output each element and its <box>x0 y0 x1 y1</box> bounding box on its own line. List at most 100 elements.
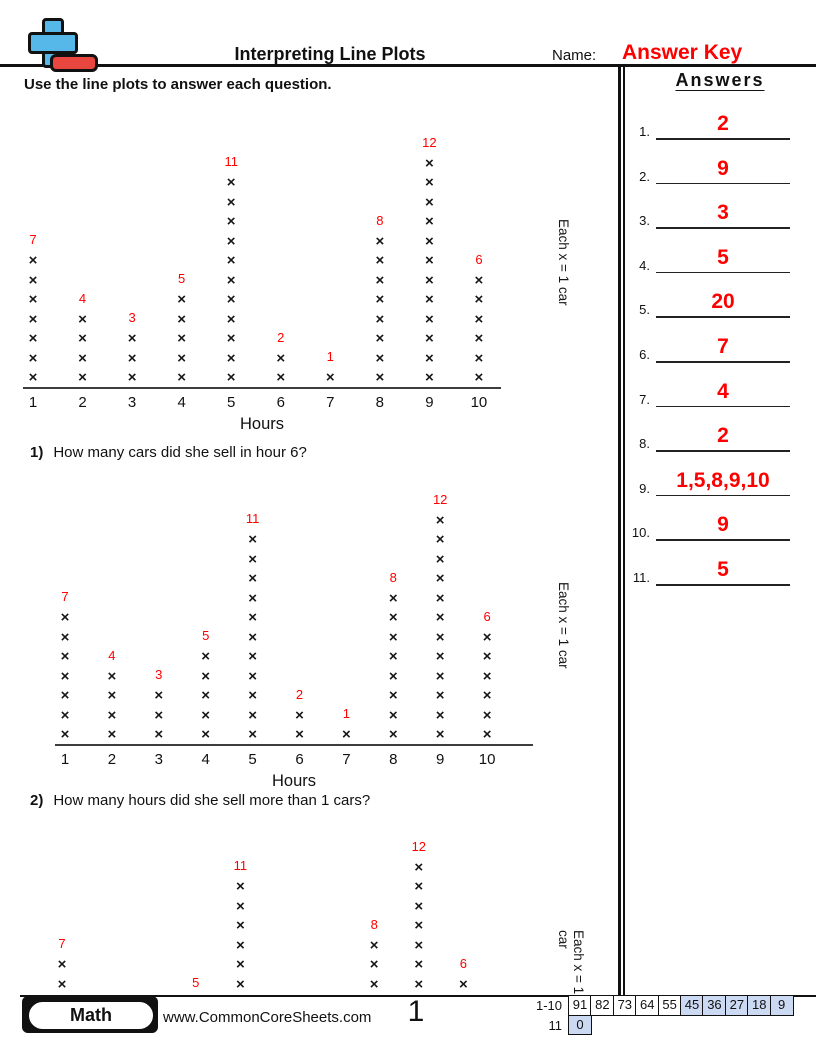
x-mark: × <box>388 628 398 646</box>
score-row-label: 11 <box>548 1017 563 1033</box>
plot-axis-line <box>55 744 533 747</box>
x-mark: × <box>375 310 385 328</box>
answer-value: 5 <box>717 245 729 269</box>
x-mark: × <box>236 878 245 895</box>
x-mark: × <box>28 349 38 367</box>
score-cell: 18 <box>747 995 772 1016</box>
x-mark: × <box>28 330 38 347</box>
x-mark: × <box>388 667 398 685</box>
website-url: www.CommonCoreSheets.com <box>163 1009 372 1026</box>
x-mark: × <box>375 271 385 289</box>
answer-value: 2 <box>717 424 729 448</box>
x-mark: × <box>226 232 236 250</box>
count-label: 5 <box>202 628 210 643</box>
count-label: 5 <box>178 271 186 286</box>
answer-number: 8. <box>639 436 650 452</box>
answer-number: 2. <box>639 168 650 184</box>
x-axis-tick-label: 8 <box>389 751 398 768</box>
x-mark: × <box>177 349 187 367</box>
x-axis-tick-label: 6 <box>276 394 285 411</box>
answer-blank-line <box>656 271 790 274</box>
count-label: 1 <box>326 349 334 364</box>
x-axis-tick-label: 4 <box>177 394 186 411</box>
x-mark: × <box>435 550 445 568</box>
x-mark: × <box>78 310 87 328</box>
answer-blank-line <box>656 182 790 185</box>
answer-blank-line <box>656 138 790 140</box>
x-mark: × <box>388 589 398 607</box>
x-mark: × <box>474 349 484 367</box>
x-axis-tick-label: 2 <box>107 751 117 768</box>
x-mark: × <box>248 550 257 568</box>
header-divider <box>0 64 816 67</box>
x-mark: × <box>425 232 434 250</box>
x-mark: × <box>425 193 434 211</box>
x-mark: × <box>57 956 67 973</box>
x-mark: × <box>482 726 492 743</box>
answer-blank-line <box>656 450 790 452</box>
answer-blank-line <box>656 405 790 408</box>
count-label: 6 <box>459 955 467 971</box>
count-label: 7 <box>58 936 66 951</box>
question-2-number: 2) <box>30 792 44 809</box>
x-mark: × <box>177 310 187 328</box>
count-label: 11 <box>245 511 260 526</box>
x-mark: × <box>236 975 245 993</box>
x-mark: × <box>60 706 70 724</box>
count-label: 2 <box>277 329 285 345</box>
x-mark: × <box>425 349 434 367</box>
x-mark: × <box>28 369 38 386</box>
x-mark: × <box>226 213 236 230</box>
score-cell: 73 <box>612 995 637 1016</box>
count-label: 11 <box>233 858 248 873</box>
x-mark: × <box>414 936 424 954</box>
x-mark: × <box>248 531 257 548</box>
name-label: Name: <box>552 47 597 64</box>
score-cell: 45 <box>680 995 705 1016</box>
x-mark: × <box>435 706 445 724</box>
x-mark: × <box>276 369 286 386</box>
x-mark: × <box>375 330 385 347</box>
x-mark: × <box>201 706 211 724</box>
x-mark: × <box>248 570 257 587</box>
x-mark: × <box>201 648 211 665</box>
score-row: 0 <box>568 1014 592 1036</box>
x-mark: × <box>474 330 484 347</box>
answer-value: 9 <box>717 156 729 180</box>
x-mark: × <box>425 330 434 347</box>
x-mark: × <box>248 589 257 607</box>
x-mark: × <box>248 687 257 704</box>
x-mark: × <box>60 609 70 626</box>
x-mark: × <box>226 252 236 269</box>
x-mark: × <box>482 628 492 646</box>
x-axis-tick-label: 10 <box>470 394 488 411</box>
count-label: 3 <box>155 667 163 682</box>
score-cell: 82 <box>590 995 615 1016</box>
answer-value: 5 <box>717 558 729 581</box>
x-mark: × <box>435 648 445 665</box>
x-mark: × <box>107 706 117 724</box>
x-mark: × <box>342 726 351 743</box>
x-mark: × <box>414 956 424 973</box>
instructions-text: Use the line plots to answer each questi… <box>24 76 332 93</box>
count-label: 2 <box>295 686 304 702</box>
x-mark: × <box>201 687 211 704</box>
x-mark: × <box>226 349 236 367</box>
answer-number: 9. <box>639 480 650 496</box>
x-mark: × <box>57 975 67 993</box>
x-mark: × <box>226 310 236 328</box>
x-mark: × <box>236 936 245 954</box>
x-mark: × <box>375 291 385 308</box>
logo-plus-center <box>45 35 61 51</box>
x-mark: × <box>226 174 236 191</box>
x-axis-tick-label: 1 <box>60 751 70 768</box>
x-mark: × <box>177 291 187 308</box>
x-mark: × <box>60 667 70 685</box>
footer-divider <box>20 995 816 998</box>
x-axis-tick-label: 3 <box>127 394 137 411</box>
x-mark: × <box>154 687 164 704</box>
answer-value: 9 <box>717 513 729 537</box>
x-mark: × <box>435 511 445 529</box>
count-label: 1 <box>342 706 350 721</box>
answer-value: 1,5,8,9,10 <box>676 468 770 492</box>
